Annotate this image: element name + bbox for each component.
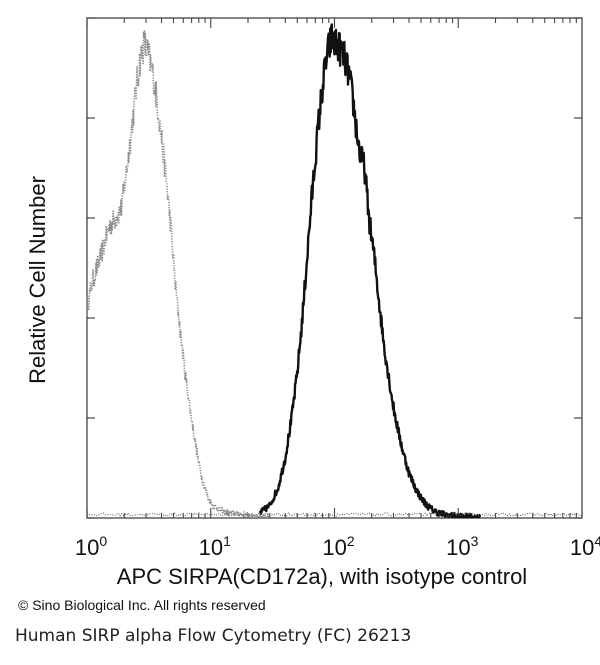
x-tick-label-2: 102 bbox=[322, 533, 354, 560]
isotype-control-curve bbox=[86, 29, 271, 518]
x-tick-label-1: 101 bbox=[199, 533, 231, 560]
x-axis-tick-labels: 100 101 102 103 104 bbox=[75, 533, 600, 560]
x-tick-label-0: 100 bbox=[75, 533, 107, 560]
flow-cytometry-histogram: 100 101 102 103 104 APC SIRPA(CD172a), with … bbox=[25, 17, 600, 589]
x-axis-ticks bbox=[86, 18, 577, 518]
y-axis-title: Relative Cell Number bbox=[25, 176, 50, 384]
histogram-series bbox=[86, 23, 583, 519]
copyright-notice: © Sino Biological Inc. All rights reserv… bbox=[18, 597, 266, 613]
x-axis-title: APC SIRPA(CD172a), with isotype control bbox=[117, 564, 527, 589]
plot-frame bbox=[86, 17, 583, 519]
x-tick-label-3: 103 bbox=[446, 533, 478, 560]
baseline-noise bbox=[86, 512, 583, 517]
y-axis-ticks bbox=[87, 17, 582, 519]
x-tick-label-4: 104 bbox=[570, 533, 600, 560]
image-caption: Human SIRP alpha Flow Cytometry (FC) 262… bbox=[15, 626, 412, 646]
sirpa-stained-curve bbox=[258, 23, 482, 519]
